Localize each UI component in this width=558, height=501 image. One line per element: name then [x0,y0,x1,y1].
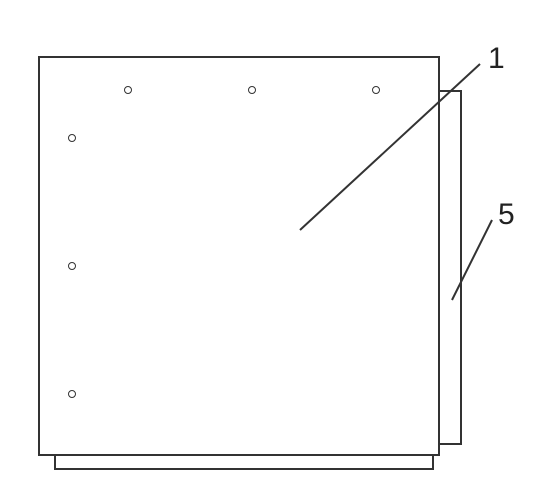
leader-line-5-seg [452,220,492,300]
leader-line-5 [0,0,558,501]
callout-label-1: 1 [488,42,505,76]
callout-label-5: 5 [498,198,515,232]
diagram-stage: 1 5 [0,0,558,501]
